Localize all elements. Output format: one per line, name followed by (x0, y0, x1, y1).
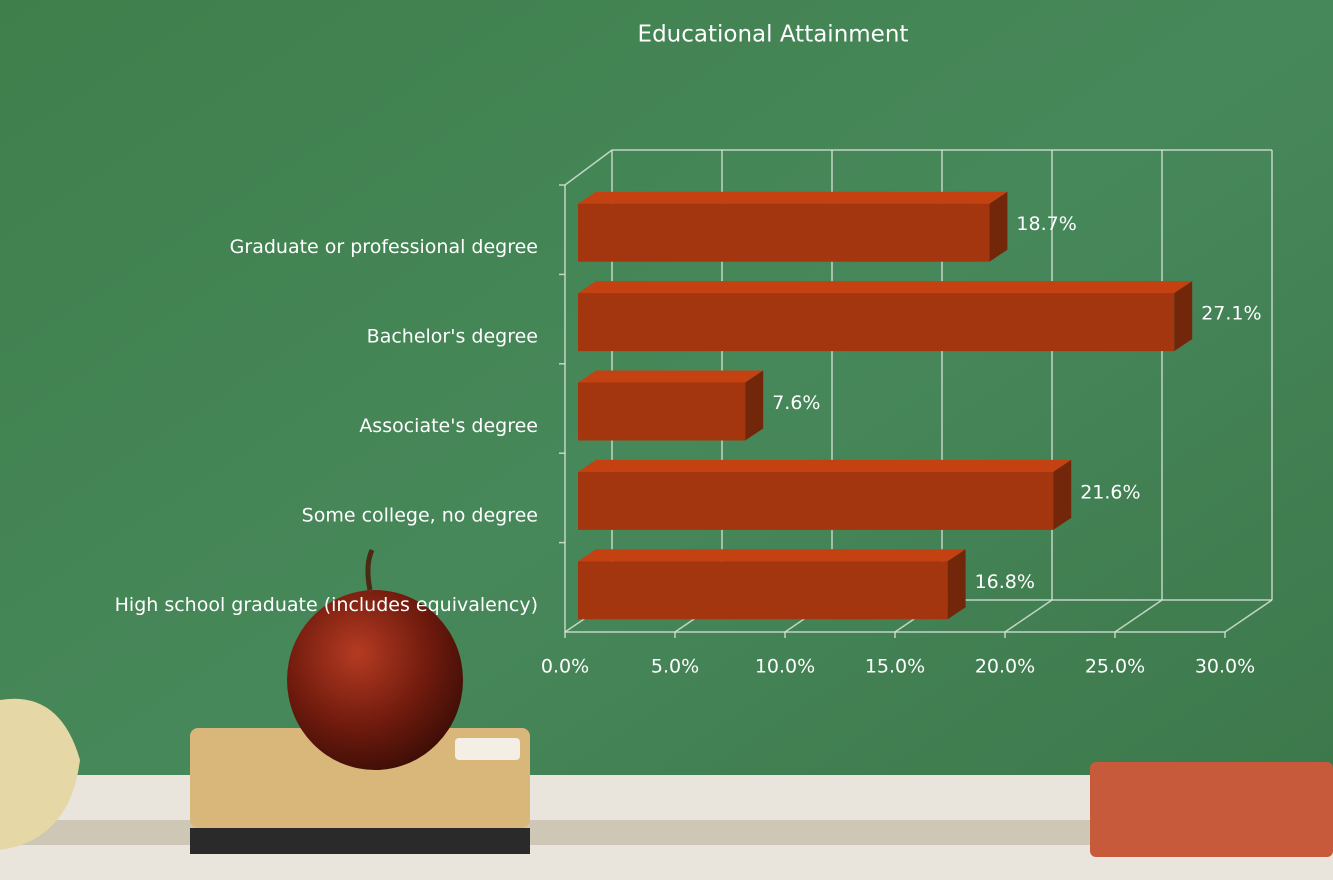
bar-top (578, 370, 764, 383)
grid-line (1114, 599, 1163, 633)
apple-stem (365, 548, 375, 591)
chalk (455, 738, 520, 760)
value-label: 21.6% (1080, 481, 1140, 503)
x-tick-label: 20.0% (975, 656, 1035, 678)
bar (578, 382, 746, 441)
value-label: 7.6% (772, 392, 820, 414)
cloth (0, 698, 80, 850)
y-tick-label: Some college, no degree (302, 504, 538, 526)
bar-side (989, 191, 1008, 262)
x-tick-label: 0.0% (541, 656, 589, 678)
x-tick-label: 25.0% (1085, 656, 1145, 678)
x-tick-label: 15.0% (865, 656, 925, 678)
eraser-felt (190, 828, 530, 854)
y-tick-label: Bachelor's degree (367, 326, 538, 348)
y-tick-label: High school graduate (includes equivalen… (115, 594, 538, 616)
bar (578, 203, 990, 262)
value-label: 27.1% (1201, 303, 1261, 325)
bar (578, 471, 1054, 530)
bar-top (578, 549, 966, 562)
eraser (190, 728, 530, 828)
grid-line (1224, 599, 1273, 633)
bar (578, 561, 948, 620)
axis-line (564, 149, 613, 186)
value-label: 18.7% (1016, 213, 1076, 235)
y-tick-label: Graduate or professional degree (230, 236, 538, 258)
bar-side (947, 549, 966, 620)
bar (578, 293, 1175, 352)
bar-side (1053, 459, 1072, 530)
y-tick-label: Associate's degree (359, 415, 538, 437)
apple (287, 590, 463, 770)
x-tick-label: 5.0% (651, 656, 699, 678)
x-tick-label: 10.0% (755, 656, 815, 678)
bar-top (578, 281, 1193, 294)
bar-top (578, 191, 1008, 204)
bar-side (1174, 281, 1193, 352)
bar-top (578, 459, 1072, 472)
x-tick-label: 30.0% (1195, 656, 1255, 678)
eraser-right (1090, 762, 1333, 857)
chart-title: Educational Attainment (638, 22, 909, 48)
value-label: 16.8% (975, 571, 1035, 593)
grid-line (1004, 599, 1053, 633)
bar-side (745, 370, 764, 441)
